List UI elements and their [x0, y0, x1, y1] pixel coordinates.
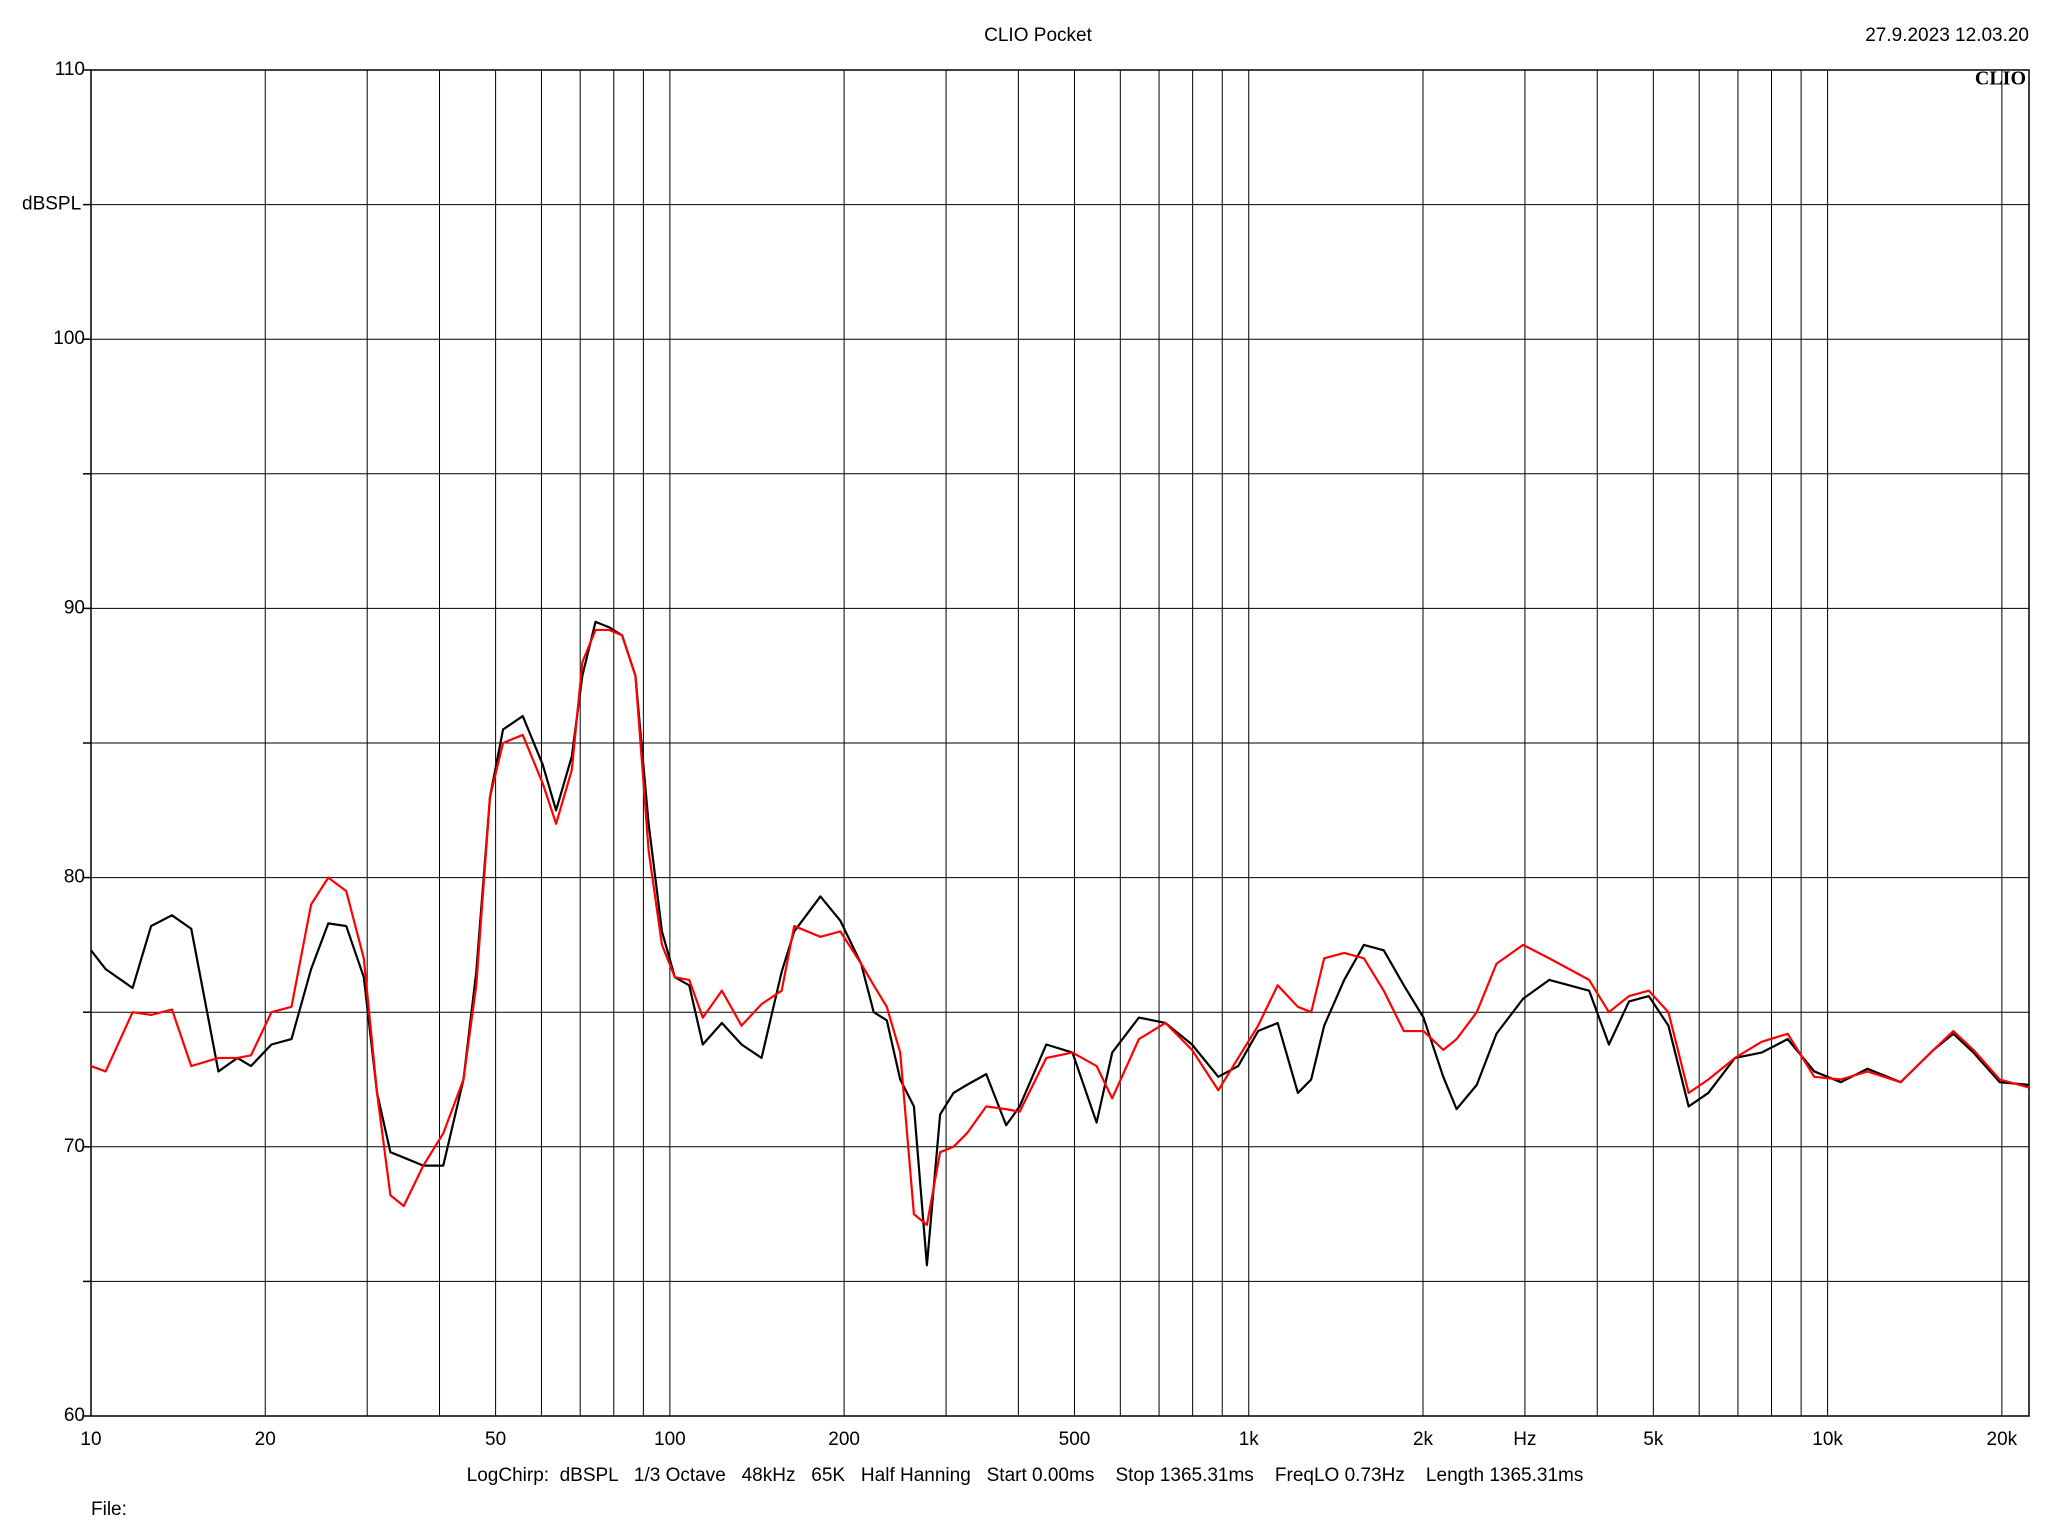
- x-tick-label: 200: [828, 1429, 860, 1450]
- timestamp: 27.9.2023 12.03.20: [1865, 25, 2029, 46]
- x-tick-label: 500: [1059, 1429, 1091, 1450]
- file-label: File:: [91, 1499, 127, 1520]
- y-tick-label: 60: [64, 1405, 85, 1426]
- x-tick-label: 50: [485, 1429, 506, 1450]
- y-tick-label: 110: [55, 59, 85, 80]
- y-tick-label: 90: [64, 597, 85, 618]
- y-axis-label: dBSPL: [22, 194, 81, 215]
- x-tick-label: 10: [80, 1429, 101, 1450]
- x-tick-label: 20k: [1987, 1429, 2018, 1450]
- x-tick-label: 100: [654, 1429, 686, 1450]
- series-line: [90, 628, 2030, 1226]
- x-tick-label: 10k: [1812, 1429, 1843, 1450]
- chart-title: CLIO Pocket: [984, 25, 1092, 46]
- x-tick-label: 1k: [1239, 1429, 1260, 1450]
- footer: LogChirp: dBSPL 1/3 Octave 48kHz 65K Hal…: [467, 1465, 1584, 1486]
- logo: CLIO: [1975, 68, 2026, 90]
- y-tick-label: 100: [53, 328, 85, 349]
- y-tick-label: 70: [64, 1136, 85, 1157]
- x-tick-label: 5k: [1643, 1429, 1664, 1450]
- series-line: [90, 620, 2030, 1267]
- x-tick-label: 2k: [1413, 1429, 1434, 1450]
- x-tick-label: 20: [255, 1429, 276, 1450]
- x-axis-label: Hz: [1513, 1429, 1536, 1450]
- y-tick-label: 80: [64, 867, 85, 888]
